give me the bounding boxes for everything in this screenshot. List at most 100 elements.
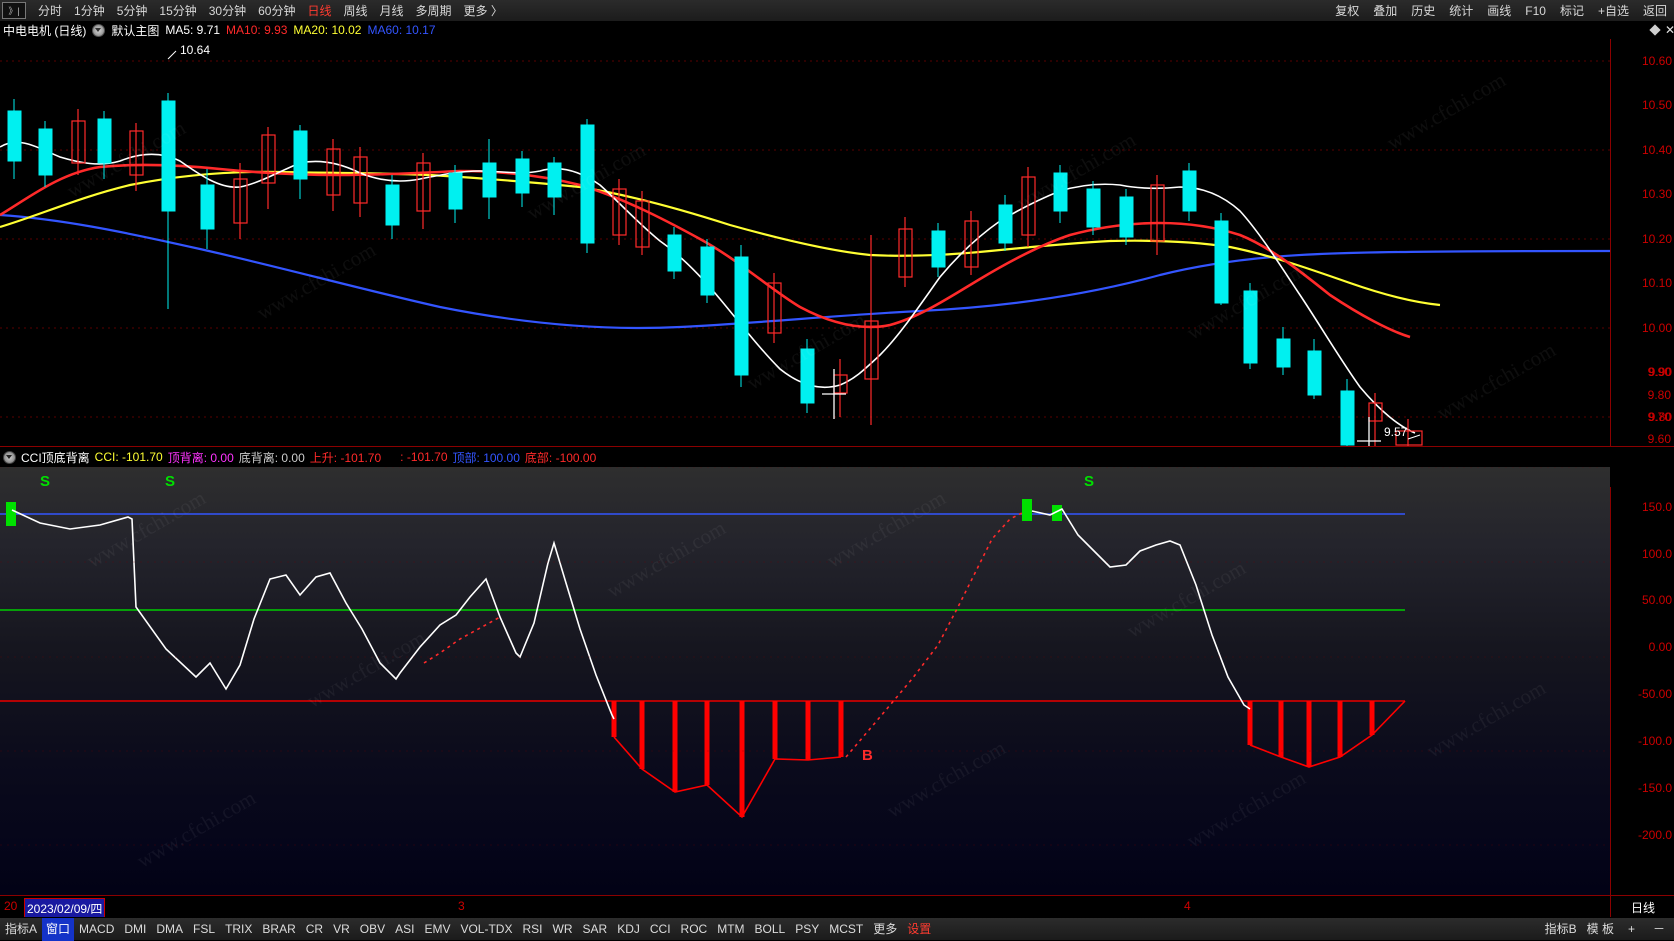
indicator-vr[interactable]: VR (333, 921, 350, 936)
cci-histogram-bars (611, 701, 1375, 817)
signal-marker-s: S (40, 473, 51, 490)
indicator-cci[interactable]: CCI (649, 921, 671, 936)
indicator-mtm[interactable]: MTM (717, 921, 745, 936)
cci-chart-svg (0, 467, 1610, 846)
btn-fuquan[interactable]: 复权 (1335, 3, 1360, 18)
cci-value: CCI: -101.70 (94, 450, 163, 464)
period-1min[interactable]: 1分钟 (74, 3, 105, 18)
indicator-fsl[interactable]: FSL (193, 921, 216, 936)
period-multi[interactable]: 多周期 (415, 3, 452, 18)
bottom-toolbar-right: 指标B 模 板 + － (1540, 918, 1674, 940)
window-button[interactable]: 窗口 (42, 917, 75, 941)
period-daily[interactable]: 日线 (307, 3, 332, 18)
indicator-dma[interactable]: DMA (156, 921, 184, 936)
indicator-dmi[interactable]: DMI (124, 921, 147, 936)
layout-name[interactable]: 默认主图 (111, 23, 160, 38)
indicator-asi[interactable]: ASI (395, 921, 415, 936)
ma5-value: MA5: 9.71 (165, 23, 221, 37)
indicator-psy[interactable]: PSY (795, 921, 820, 936)
period-5min[interactable]: 5分钟 (116, 3, 148, 18)
cci-tick: 100.0 (1641, 547, 1672, 561)
diamond-icon[interactable] (1649, 24, 1661, 36)
chevron-down-icon[interactable] (3, 450, 16, 464)
price-tick: 10.50 (1641, 98, 1672, 112)
period-monthly[interactable]: 月线 (379, 3, 404, 18)
indicator-emv[interactable]: EMV (424, 921, 451, 936)
cci-bottom-level: 底部: -100.00 (524, 450, 597, 465)
period-fenshi[interactable]: 分时 (38, 3, 63, 18)
ma60-value: MA60: 10.17 (367, 23, 436, 37)
cci-chart-pane[interactable]: S S S B www.cfchi.com www.cfchi.com www.… (0, 467, 1610, 895)
pane-divider (0, 446, 1674, 447)
signal-marker-s: S (165, 473, 176, 490)
indicator-mcst[interactable]: MCST (829, 921, 864, 936)
date-selected-label: 2023/02/09/四 (24, 898, 106, 919)
top-toolbar: 》| 分时 1分钟 5分钟 15分钟 30分钟 60分钟 日线 周线 月线 多周… (0, 0, 1674, 22)
price-tick: 10.10 (1641, 276, 1672, 290)
cci-top-level: 顶部: 100.00 (452, 450, 520, 465)
period-indicator: 日线 (1610, 895, 1674, 918)
btn-lishi[interactable]: 历史 (1411, 3, 1436, 18)
zoom-out-button[interactable]: － (1652, 921, 1665, 936)
price-tick: 10.40 (1641, 143, 1672, 157)
indicator-obv[interactable]: OBV (359, 921, 386, 936)
cci-line-right (1031, 507, 1251, 710)
period-more[interactable]: 更多 〉 (463, 3, 503, 18)
indicator-cr[interactable]: CR (305, 921, 324, 936)
period-60min[interactable]: 60分钟 (258, 3, 296, 18)
main-chart-header: 中电电机 (日线) 默认主图 MA5: 9.71 MA10: 9.93 MA20… (0, 21, 1674, 39)
indicator-boll[interactable]: BOLL (754, 921, 786, 936)
btn-biaoji[interactable]: 标记 (1559, 3, 1584, 18)
indicator-more[interactable]: 更多 (873, 921, 898, 936)
cci-tick: 150.0 (1641, 500, 1672, 514)
btn-f10[interactable]: F10 (1525, 3, 1546, 18)
app-logo-icon: 》| (2, 2, 26, 19)
indicator-rsi[interactable]: RSI (522, 921, 543, 936)
close-icon[interactable]: ✕ (1664, 23, 1674, 37)
price-chart-svg (0, 50, 1610, 446)
date-axis: 20 2023/02/09/四 3 4 (0, 895, 1610, 919)
btn-huaxian[interactable]: 画线 (1487, 3, 1512, 18)
price-gridlines (0, 60, 1610, 418)
price-tick: 10.20 (1641, 232, 1672, 246)
btn-tongji[interactable]: 统计 (1449, 3, 1474, 18)
price-chart-pane[interactable]: www.cfchi.com www.cfchi.com www.cfchi.co… (0, 39, 1610, 446)
cci-tick: 0.00 (1648, 640, 1672, 654)
ma20-value: MA20: 10.02 (293, 23, 362, 37)
cci-envelope (613, 700, 1406, 819)
cci-rise: 上升: -101.70 (309, 450, 382, 465)
btn-diejia[interactable]: 叠加 (1373, 3, 1398, 18)
indicator-trix[interactable]: TRIX (225, 921, 253, 936)
indicator-roc[interactable]: ROC (680, 921, 708, 936)
cci-axis: 150.0 100.0 50.00 0.00 -50.00 -100.0 -15… (1610, 487, 1674, 895)
price-tick: 9.80 (1648, 410, 1672, 424)
signal-marker-s: S (1084, 473, 1095, 490)
btn-add-favorite[interactable]: +自选 (1597, 3, 1629, 18)
indicator-b-button[interactable]: 指标B (1544, 921, 1577, 936)
cci-top-divergence: 顶背离: 0.00 (167, 450, 234, 465)
template-button[interactable]: 模 板 (1586, 921, 1614, 936)
indicator-vol-tdx[interactable]: VOL-TDX (460, 921, 513, 936)
indicator-macd[interactable]: MACD (79, 921, 115, 936)
indicator-a-button[interactable]: 指标A (5, 921, 38, 936)
indicator-kdj[interactable]: KDJ (617, 921, 640, 936)
chevron-down-icon[interactable] (92, 23, 106, 37)
settings-button[interactable]: 设置 (907, 921, 932, 936)
cci-gridlines (0, 467, 1610, 846)
price-tick: 10.30 (1641, 187, 1672, 201)
low-price-annotation: 9.57 (1384, 425, 1408, 439)
date-tick: 4 (1184, 899, 1191, 913)
cci-line (11, 509, 615, 720)
btn-back[interactable]: 返回 (1642, 3, 1667, 18)
period-30min[interactable]: 30分钟 (208, 3, 247, 18)
indicator-brar[interactable]: BRAR (262, 921, 296, 936)
period-15min[interactable]: 15分钟 (159, 3, 197, 18)
zoom-in-button[interactable]: + (1627, 921, 1635, 936)
indicator-wr[interactable]: WR (552, 921, 573, 936)
cci-title[interactable]: CCI顶底背离 (21, 450, 90, 465)
period-weekly[interactable]: 周线 (343, 3, 368, 18)
main-header-tools: ✕ (1649, 21, 1674, 39)
cci-rising-divergence-line (845, 512, 1023, 758)
indicator-sar[interactable]: SAR (582, 921, 608, 936)
cci-bottom-divergence: 底背离: 0.00 (238, 450, 305, 465)
